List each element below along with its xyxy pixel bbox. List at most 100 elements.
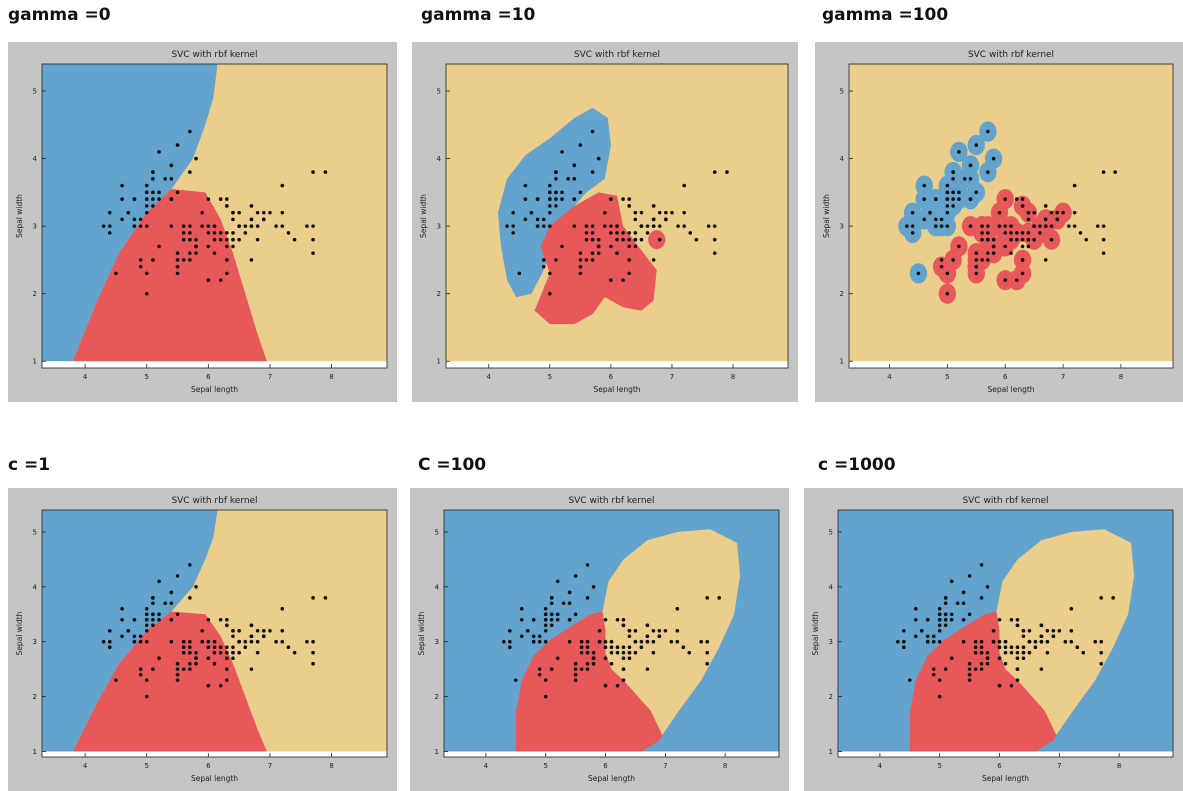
data-point xyxy=(311,650,315,655)
y-tick-label: 2 xyxy=(435,693,439,701)
data-point xyxy=(274,639,278,644)
data-point xyxy=(194,585,198,589)
data-point xyxy=(243,639,248,644)
data-point xyxy=(1033,639,1038,644)
data-point xyxy=(1003,650,1008,655)
data-point xyxy=(986,224,990,228)
data-point xyxy=(968,224,973,228)
y-tick-label: 4 xyxy=(437,155,442,163)
data-point xyxy=(157,190,161,195)
data-point xyxy=(1027,639,1032,644)
data-point xyxy=(627,204,632,208)
data-point xyxy=(175,574,180,578)
data-point xyxy=(1039,639,1044,644)
data-point xyxy=(603,645,608,650)
y-tick-label: 3 xyxy=(437,223,441,231)
data-point xyxy=(181,650,186,655)
data-point xyxy=(151,623,155,628)
data-point xyxy=(531,617,536,622)
data-point xyxy=(585,563,590,567)
data-point xyxy=(194,661,198,666)
data-point xyxy=(712,224,717,228)
data-point xyxy=(609,278,613,282)
data-point xyxy=(144,617,149,622)
data-point xyxy=(225,271,229,276)
x-tick-label: 4 xyxy=(83,373,88,381)
data-point xyxy=(163,601,168,606)
data-point xyxy=(603,639,608,644)
data-point xyxy=(597,639,602,644)
data-point xyxy=(255,237,260,242)
y-tick-label: 5 xyxy=(435,528,439,536)
data-point xyxy=(627,628,632,633)
panel-label-c-1: c =1 xyxy=(8,455,51,475)
data-point xyxy=(517,271,522,276)
data-point xyxy=(669,639,674,644)
data-point xyxy=(231,634,235,639)
data-point xyxy=(1099,650,1104,655)
data-point xyxy=(1099,661,1104,666)
data-point xyxy=(962,177,967,181)
data-point xyxy=(986,237,990,242)
y-tick-label: 2 xyxy=(33,693,37,701)
data-point xyxy=(1039,667,1044,671)
y-tick-label: 1 xyxy=(435,748,439,756)
data-point xyxy=(633,244,638,249)
data-point xyxy=(974,264,979,269)
data-point xyxy=(902,628,906,633)
data-point xyxy=(578,251,583,255)
data-point xyxy=(543,678,548,682)
data-point xyxy=(603,683,608,688)
data-point xyxy=(991,244,996,249)
x-tick-label: 4 xyxy=(878,762,883,770)
data-point xyxy=(585,667,590,671)
data-point xyxy=(573,672,578,677)
x-tick-label: 6 xyxy=(603,762,608,770)
data-point xyxy=(925,634,930,639)
data-point xyxy=(541,258,546,262)
x-tick-label: 7 xyxy=(268,373,272,381)
data-point xyxy=(1045,639,1050,644)
data-point xyxy=(1045,650,1050,655)
y-tick-label: 5 xyxy=(33,88,37,96)
data-point xyxy=(590,224,595,228)
data-point xyxy=(980,231,984,235)
data-point xyxy=(132,639,137,644)
x-tick-label: 5 xyxy=(548,373,552,381)
data-point xyxy=(243,231,248,235)
data-point xyxy=(261,634,266,639)
data-point xyxy=(609,650,614,655)
region-red xyxy=(909,611,1060,752)
data-point xyxy=(311,237,315,242)
data-point xyxy=(218,278,223,282)
data-point xyxy=(602,210,607,215)
data-point xyxy=(957,150,961,154)
x-tick-label: 8 xyxy=(329,762,333,770)
y-tick-label: 3 xyxy=(840,223,844,231)
data-point xyxy=(705,596,710,600)
data-point xyxy=(694,237,699,242)
data-point xyxy=(151,197,155,201)
panel-label-gamma-100: gamma =100 xyxy=(822,5,949,25)
region-red xyxy=(72,611,267,752)
data-point xyxy=(206,617,211,622)
data-point xyxy=(1101,224,1106,228)
data-point xyxy=(985,661,990,666)
data-point xyxy=(181,639,186,644)
chart-svg: 4 5 6 7 8 1 2 3 4 5 SVC with rbf kernel Sepal lengt… xyxy=(804,488,1183,791)
data-point xyxy=(585,661,590,666)
data-point xyxy=(175,612,180,617)
data-point xyxy=(645,667,650,671)
data-point xyxy=(280,210,285,215)
data-point xyxy=(1039,634,1044,639)
data-point xyxy=(548,224,552,228)
data-point xyxy=(529,210,534,215)
data-point xyxy=(555,656,560,660)
data-point xyxy=(1014,231,1019,235)
y-tick-label: 3 xyxy=(435,638,439,646)
data-point xyxy=(596,156,601,161)
data-point xyxy=(937,639,942,644)
data-point xyxy=(1021,650,1026,655)
data-point xyxy=(144,639,149,644)
y-tick-label: 4 xyxy=(840,155,845,163)
